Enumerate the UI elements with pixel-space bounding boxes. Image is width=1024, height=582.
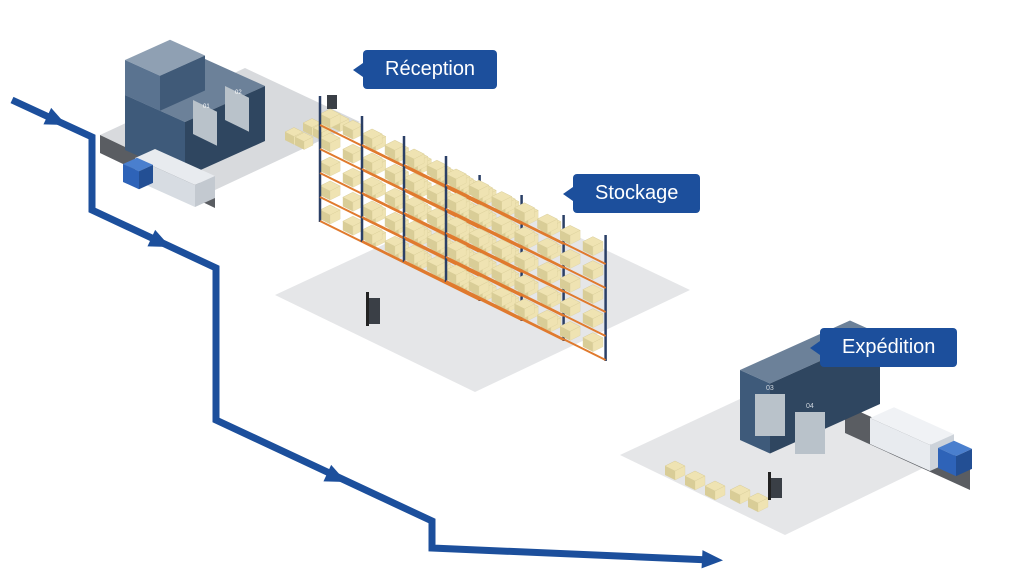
svg-text:03: 03: [766, 385, 774, 392]
label-reception: Réception: [363, 50, 497, 89]
stage-stockage: [275, 96, 690, 392]
label-expedition: Expédition: [820, 328, 957, 367]
diagram-canvas: 01 02 03 04: [0, 0, 1024, 582]
label-reception-text: Réception: [385, 58, 475, 80]
label-expedition-text: Expédition: [842, 336, 935, 358]
svg-text:01: 01: [203, 104, 210, 110]
label-stockage: Stockage: [573, 174, 700, 213]
svg-text:02: 02: [235, 90, 242, 96]
label-stockage-text: Stockage: [595, 182, 678, 204]
svg-text:04: 04: [806, 403, 814, 410]
